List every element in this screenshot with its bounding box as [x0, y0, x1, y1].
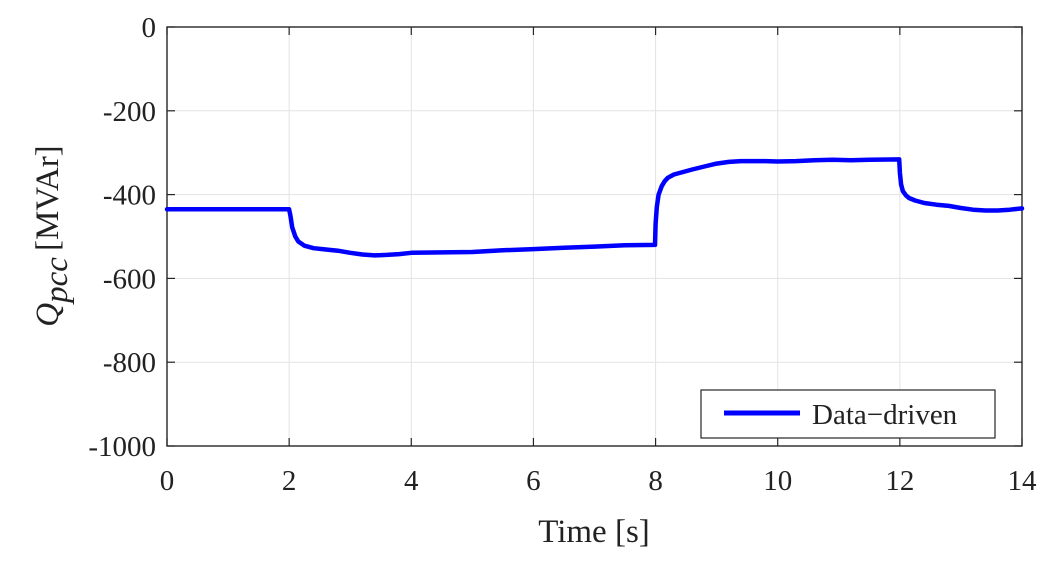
y-axis-title: Qpcc [MVAr] — [30, 145, 75, 326]
x-tick-label: 14 — [1008, 465, 1038, 497]
x-tick-label: 6 — [526, 465, 541, 497]
y-axis-title-unit: [MVAr] — [30, 145, 66, 251]
y-tick-label: -400 — [103, 180, 156, 212]
series-line-0 — [164, 157, 1025, 258]
axis-ticks — [166, 26, 1023, 447]
x-tick-label: 2 — [282, 465, 297, 497]
legend: Data−driven — [700, 389, 996, 439]
plot-frame — [166, 26, 1023, 447]
tick-labels: 0 2 4 6 8 10 12 14 0 -200 -400 -600 -800 -1000 — [88, 12, 1037, 497]
x-tick-label: 12 — [885, 465, 914, 497]
legend-label: Data−driven — [812, 399, 958, 431]
svg-text:Qpcc[MVAr]: Qpcc [MVAr] — [30, 145, 75, 326]
y-tick-label: -800 — [103, 347, 156, 379]
y-tick-label: -1000 — [88, 431, 156, 463]
y-axis-title-subscript: pcc — [39, 257, 75, 305]
x-tick-label: 10 — [763, 465, 792, 497]
x-axis-title: Time [s] — [538, 514, 650, 550]
y-tick-label: -600 — [103, 263, 156, 295]
y-axis-title-symbol: Q — [30, 303, 66, 327]
y-tick-label: -200 — [103, 96, 156, 128]
x-tick-label: 0 — [160, 465, 175, 497]
x-tick-label: 4 — [404, 465, 419, 497]
plot-background — [167, 27, 1022, 446]
y-tick-label: 0 — [142, 12, 157, 44]
series-layer — [164, 157, 1025, 258]
x-tick-label: 8 — [648, 465, 663, 497]
